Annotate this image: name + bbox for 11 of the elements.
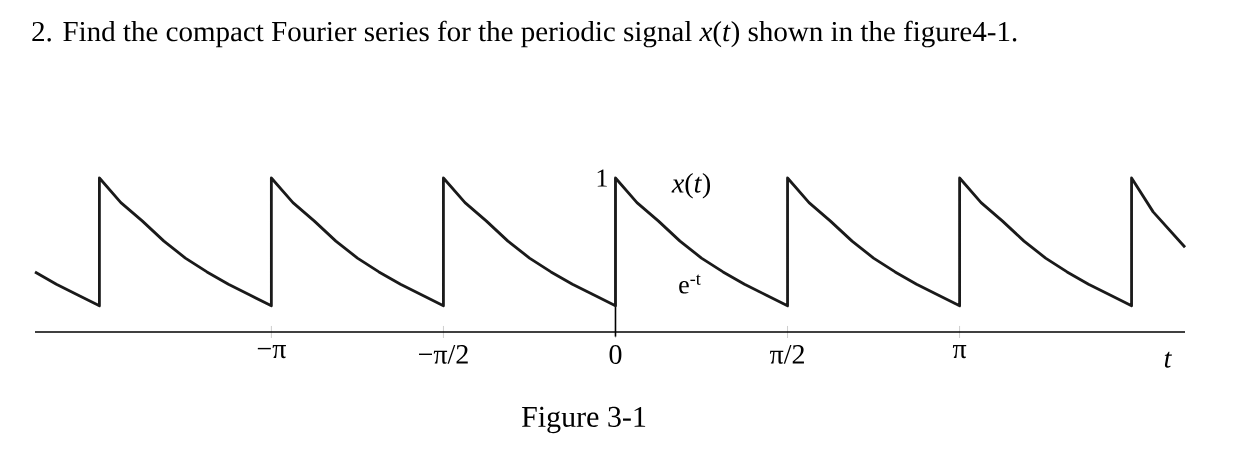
caption: Figure 3-1 xyxy=(521,406,646,434)
chart-title: 2. Find the compact Fourier series for the periodic signal x(t) shown in the figure4-1. xyxy=(32,20,1017,48)
x-tick-label: −π xyxy=(257,345,286,359)
x-axis-title: t xyxy=(1164,351,1172,368)
x-tick-label: 0 xyxy=(609,345,622,364)
y-axis-title: x(t) xyxy=(671,172,711,199)
x-tick-label: π/2 xyxy=(769,345,804,364)
annotation: e$^{-t}$ xyxy=(679,274,701,294)
x-tick-label: −π/2 xyxy=(418,345,468,364)
annotation: 1 xyxy=(597,169,607,187)
x-tick-label: π xyxy=(952,345,967,359)
